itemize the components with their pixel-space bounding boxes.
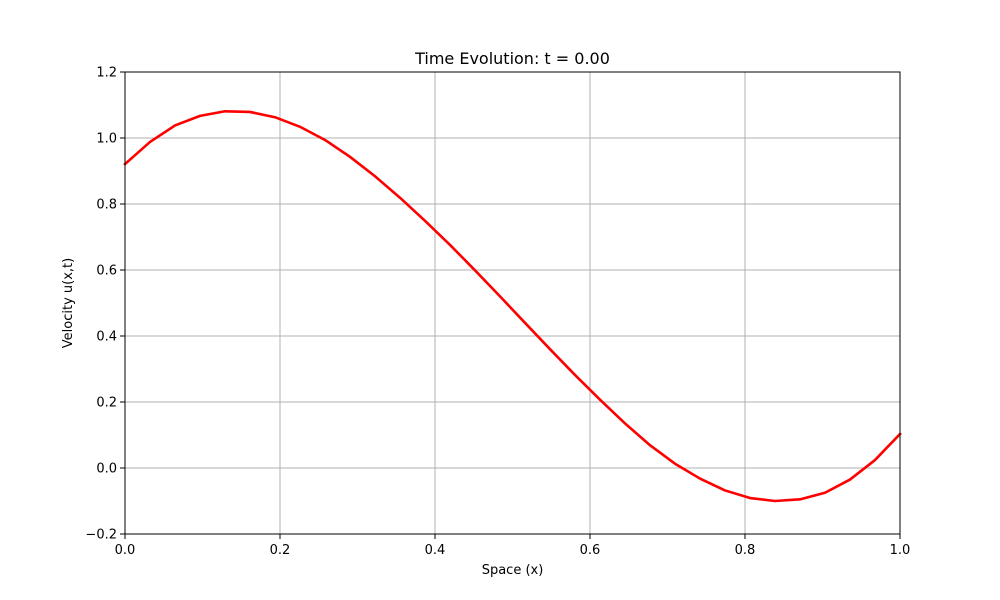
y-tick-label: 1.2 <box>96 66 117 81</box>
x-tick-label: 0.2 <box>270 543 291 558</box>
series-line <box>123 109 902 503</box>
x-axis-title: Space (x) <box>482 563 544 578</box>
y-tick-label: 1.0 <box>96 132 117 147</box>
x-axis: 0.0 0.2 0.4 0.6 0.8 1.0 <box>115 534 911 558</box>
series-layer <box>123 109 902 503</box>
y-tick-label: 0.4 <box>96 330 117 345</box>
y-axis: −0.2 0.0 0.2 0.4 0.6 0.8 1.0 1.2 <box>85 66 125 543</box>
y-tick-label: 0.0 <box>96 462 117 477</box>
y-axis-title: Velocity u(x,t) <box>61 258 76 348</box>
y-tick-label: 0.2 <box>96 396 117 411</box>
plot-frame <box>124 71 901 535</box>
y-tick-label: 0.8 <box>96 198 117 213</box>
chart-title: Time Evolution: t = 0.00 <box>414 49 610 68</box>
y-tick-label: 0.6 <box>96 264 117 279</box>
y-tick-label: −0.2 <box>85 528 117 543</box>
x-tick-label: 1.0 <box>890 543 911 558</box>
x-tick-label: 0.4 <box>425 543 446 558</box>
x-tick-label: 0.6 <box>580 543 601 558</box>
x-tick-label: 0.0 <box>115 543 136 558</box>
x-tick-label: 0.8 <box>735 543 756 558</box>
